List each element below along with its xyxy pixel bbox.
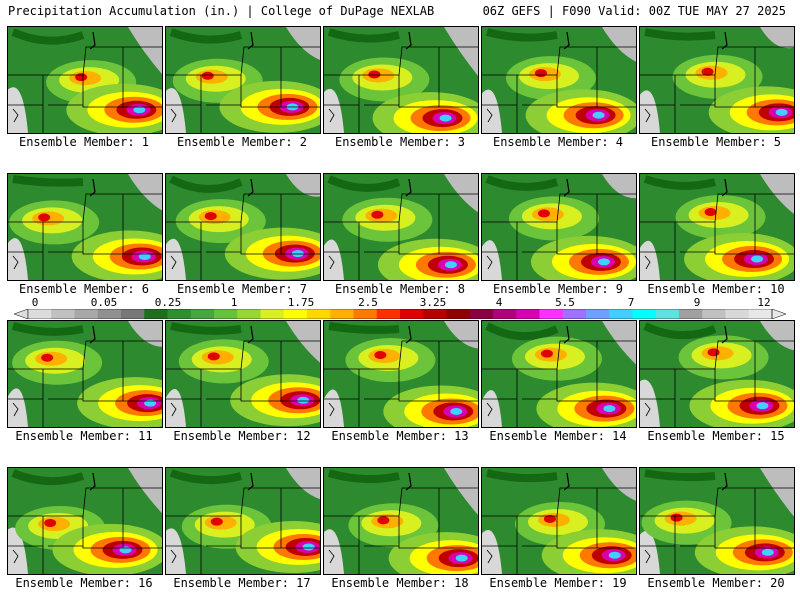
- colorbar-tick-label: 4: [495, 296, 503, 309]
- colorbar-tick-label: 2.5: [358, 296, 378, 309]
- member-label-13: Ensemble Member: 13: [331, 429, 469, 443]
- colorbar-bin: [190, 309, 215, 319]
- member-map-7: [165, 173, 321, 281]
- member-map-15: [639, 320, 795, 428]
- colorbar-bin: [469, 309, 494, 319]
- colorbar-tick-label: 12: [757, 296, 771, 309]
- member-label-2: Ensemble Member: 2: [176, 135, 308, 149]
- colorbar-bin: [51, 309, 75, 319]
- colorbar-bin: [632, 309, 657, 319]
- member-map-11: [7, 320, 163, 428]
- colorbar-bin: [283, 309, 308, 319]
- member-map-2: [165, 26, 321, 134]
- colorbar-bin: [167, 309, 192, 319]
- colorbar-bin: [28, 309, 52, 319]
- colorbar-bin: [144, 309, 168, 319]
- member-label-11: Ensemble Member: 11: [15, 429, 153, 443]
- colorbar-tick-label: 3.25: [419, 296, 447, 309]
- member-map-5: [639, 26, 795, 134]
- colorbar-tick-label: 0: [31, 296, 39, 309]
- member-map-16: [7, 467, 163, 575]
- colorbar-bin: [423, 309, 447, 319]
- member-label-8: Ensemble Member: 8: [334, 282, 466, 296]
- member-label-9: Ensemble Member: 9: [492, 282, 624, 296]
- colorbar-tick-label: 9: [693, 296, 701, 309]
- colorbar-bin: [446, 309, 471, 319]
- member-map-4: [481, 26, 637, 134]
- colorbar-bin: [376, 309, 401, 319]
- member-map-12: [165, 320, 321, 428]
- member-label-20: Ensemble Member: 20: [647, 576, 785, 590]
- colorbar-bin: [655, 309, 680, 319]
- colorbar-bin: [330, 309, 354, 319]
- colorbar-bin: [748, 309, 773, 319]
- member-label-16: Ensemble Member: 16: [15, 576, 153, 590]
- member-map-6: [7, 173, 163, 281]
- member-label-5: Ensemble Member: 5: [650, 135, 782, 149]
- member-label-3: Ensemble Member: 3: [334, 135, 466, 149]
- colorbar-right-arrow: [771, 309, 786, 319]
- colorbar-tick-label: 5.5: [555, 296, 575, 309]
- colorbar-bin: [97, 309, 122, 319]
- colorbar-tick-label: 0.25: [154, 296, 182, 309]
- colorbar-tick-label: 1.75: [287, 296, 315, 309]
- colorbar-bin: [725, 309, 750, 319]
- colorbar-bin: [539, 309, 564, 319]
- member-map-14: [481, 320, 637, 428]
- colorbar-bin: [237, 309, 261, 319]
- member-label-4: Ensemble Member: 4: [492, 135, 624, 149]
- member-label-15: Ensemble Member: 15: [647, 429, 785, 443]
- member-label-6: Ensemble Member: 6: [18, 282, 150, 296]
- colorbar-tick-label: 0.05: [90, 296, 118, 309]
- member-map-3: [323, 26, 479, 134]
- colorbar-bin: [353, 309, 378, 319]
- member-map-1: [7, 26, 163, 134]
- member-label-10: Ensemble Member: 10: [647, 282, 785, 296]
- member-map-18: [323, 467, 479, 575]
- colorbar-bin: [74, 309, 99, 319]
- member-map-9: [481, 173, 637, 281]
- colorbar-tick-label: 1: [230, 296, 238, 309]
- member-map-17: [165, 467, 321, 575]
- colorbar-bin: [260, 309, 285, 319]
- colorbar-tick-label: 7: [627, 296, 635, 309]
- colorbar-bin: [121, 309, 145, 319]
- member-label-12: Ensemble Member: 12: [173, 429, 311, 443]
- colorbar-bin: [493, 309, 517, 319]
- colorbar-bin: [609, 309, 633, 319]
- member-label-14: Ensemble Member: 14: [489, 429, 627, 443]
- colorbar-bin: [516, 309, 540, 319]
- chart-title: Precipitation Accumulation (in.) | Colle…: [8, 4, 435, 18]
- member-map-19: [481, 467, 637, 575]
- colorbar-bin: [586, 309, 610, 319]
- colorbar-left-arrow: [14, 309, 29, 319]
- colorbar-bin: [702, 309, 726, 319]
- member-label-7: Ensemble Member: 7: [176, 282, 308, 296]
- member-label-17: Ensemble Member: 17: [173, 576, 311, 590]
- member-map-8: [323, 173, 479, 281]
- model-run-valid-time: 06Z GEFS | F090 Valid: 00Z TUE MAY 27 20…: [482, 4, 786, 18]
- precipitation-color-scale: [14, 309, 786, 319]
- member-label-19: Ensemble Member: 19: [489, 576, 627, 590]
- colorbar-bin: [400, 309, 424, 319]
- member-map-13: [323, 320, 479, 428]
- member-label-18: Ensemble Member: 18: [331, 576, 469, 590]
- colorbar-bin: [562, 309, 587, 319]
- member-map-10: [639, 173, 795, 281]
- colorbar-bin: [214, 309, 238, 319]
- colorbar-bin: [679, 309, 703, 319]
- member-map-20: [639, 467, 795, 575]
- colorbar-bin: [307, 309, 331, 319]
- member-label-1: Ensemble Member: 1: [18, 135, 150, 149]
